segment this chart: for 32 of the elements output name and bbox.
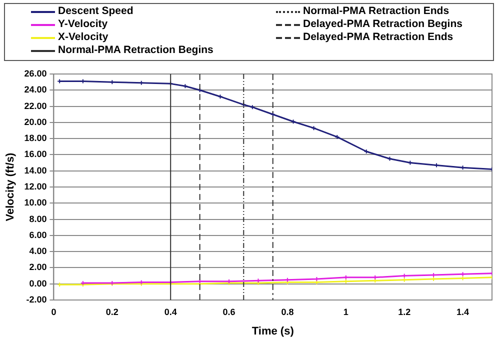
- y-tick-label: 12.00: [24, 181, 47, 192]
- y-tick-label: 6.00: [29, 230, 47, 240]
- legend-label: Descent Speed: [58, 5, 134, 18]
- x-tick-label: 0.6: [222, 306, 236, 317]
- legend-label: X-Velocity: [58, 31, 108, 44]
- x-tick-label: 1.2: [398, 306, 411, 317]
- y-tick-label: 18.00: [24, 133, 47, 144]
- legend-label: Normal-PMA Retraction Ends: [303, 5, 450, 18]
- y-tick-label: 10.00: [24, 198, 47, 208]
- legend-label: Delayed-PMA Retraction Begins: [303, 18, 462, 31]
- y-tick-label: 14.00: [24, 165, 47, 176]
- y-tick-label: 2.00: [29, 262, 47, 272]
- y-tick-label: 0.00: [29, 278, 47, 288]
- y-tick-label: 16.00: [24, 149, 47, 160]
- x-tick-label: 0.2: [106, 306, 118, 317]
- y-tick-label: 26.00: [24, 68, 47, 78]
- y-tick-label: -2.00: [26, 294, 47, 304]
- legend-label: Delayed-PMA Retraction Ends: [303, 31, 454, 44]
- y-tick-label: 22.00: [24, 100, 47, 111]
- x-tick-label: 1.4: [456, 306, 470, 317]
- y-tick-label: 4.00: [29, 246, 47, 256]
- x-tick-label: 0.8: [281, 306, 294, 317]
- x-tick-label: 0.4: [164, 306, 177, 317]
- y-axis-title: Velocity (ft/s): [4, 152, 17, 222]
- y-tick-label: 8.00: [29, 214, 47, 224]
- y-tick-label: 24.00: [24, 84, 47, 95]
- legend-label: Normal-PMA Retraction Begins: [58, 44, 214, 57]
- x-tick-label: 1: [343, 306, 348, 317]
- x-tick-label: 0: [51, 306, 56, 317]
- y-tick-label: 20.00: [24, 116, 47, 127]
- x-axis-title: Time (s): [252, 325, 294, 338]
- legend-label: Y-Velocity: [58, 18, 108, 31]
